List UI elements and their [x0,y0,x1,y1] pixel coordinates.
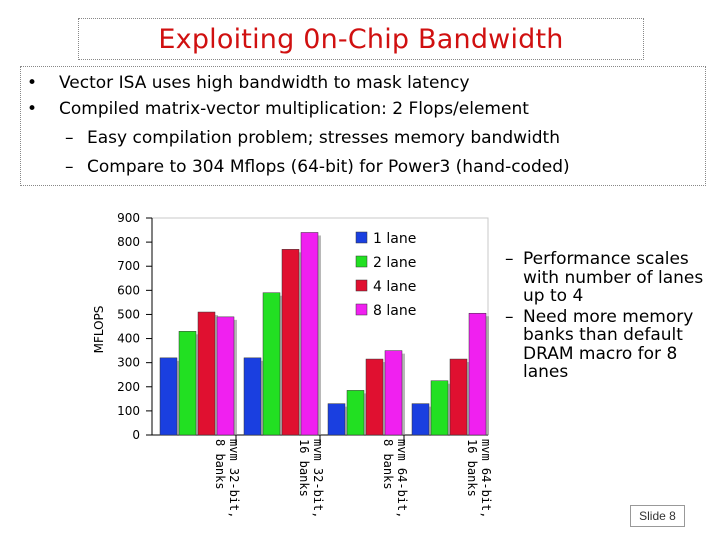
x-tick-label: mvm 32-bit,8 banks [213,439,241,518]
side-note-marker: – [505,306,514,327]
bar [197,311,216,436]
slide-title: Exploiting 0n-Chip Bandwidth [158,24,564,55]
x-tick-label: mvm 32-bit,16 banks [297,439,325,518]
bar [365,358,384,436]
y-tick-label: 200 [117,380,140,394]
legend-label: 8 lane [373,303,416,319]
sub-bullet-text: Easy compilation problem; stresses memor… [87,128,560,148]
side-note-text: Need more memory banks than default DRAM… [523,306,694,382]
bullet-marker: • [27,73,38,93]
sub-bullet-text: Compare to 304 Mflops (64-bit) for Power… [87,157,570,177]
legend-swatch [355,255,368,268]
legend-label: 2 lane [373,255,416,271]
x-tick-label: mvm 64-bit,16 banks [465,439,493,518]
side-notes: – Performance scales with number of lane… [505,250,705,384]
sub-bullet-marker: – [65,157,74,177]
y-axis-label: MFLOPS [92,306,106,354]
x-tick-label: mvm 64-bit,8 banks [381,439,409,518]
title-box: Exploiting 0n-Chip Bandwidth [78,18,644,60]
bar [159,357,178,436]
bullet-marker: • [27,99,38,119]
y-tick-label: 700 [117,259,140,273]
bullet-text: Vector ISA uses high bandwidth to mask l… [59,73,470,93]
bullet-text: Compiled matrix-vector multiplication: 2… [59,99,529,119]
y-tick-label: 900 [117,211,140,225]
y-tick-label: 0 [132,428,140,442]
bar [384,350,403,436]
bar [430,380,449,436]
legend-swatch [355,231,368,244]
bar [346,390,365,436]
side-note-1: – Performance scales with number of lane… [505,250,705,306]
side-note-2: – Need more memory banks than default DR… [505,306,705,382]
legend-label: 1 lane [373,231,416,247]
bar [216,316,235,436]
y-tick-label: 600 [117,283,140,297]
bar [468,312,487,436]
y-tick-label: 500 [117,307,140,321]
y-tick-label: 800 [117,235,140,249]
bar [262,292,281,436]
side-note-text: Performance scales with number of lanes … [523,249,704,306]
bar [178,331,197,436]
bar [243,357,262,436]
bar [449,358,468,436]
legend-swatch [355,279,368,292]
y-tick-label: 300 [117,356,140,370]
y-tick-label: 100 [117,404,140,418]
bullets-box: • Vector ISA uses high bandwidth to mask… [20,66,706,186]
bar [300,232,319,436]
sub-bullet-marker: – [65,128,74,148]
bar [281,249,300,436]
y-tick-label: 400 [117,332,140,346]
bar [411,403,430,436]
slide-number: Slide 8 [630,505,685,527]
legend-label: 4 lane [373,279,416,295]
side-note-marker: – [505,249,514,269]
bar [327,403,346,436]
legend-swatch [355,303,368,316]
